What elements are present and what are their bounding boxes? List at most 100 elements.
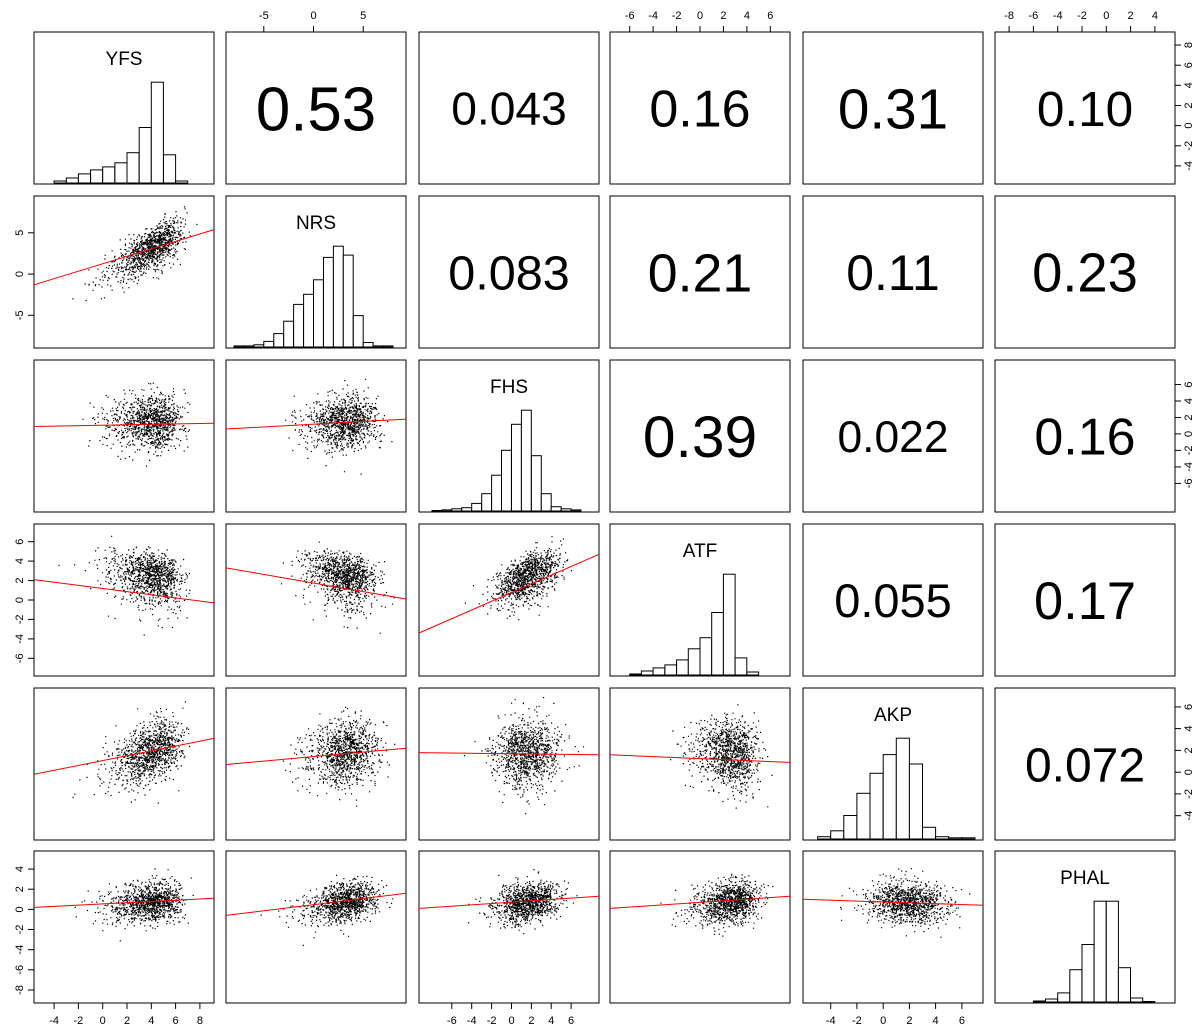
scatter-points-fhs-akp <box>463 697 585 815</box>
regression-line-fhs-phal <box>418 895 600 909</box>
correlation-label-yfs-nrs: 0.53 <box>256 75 376 144</box>
regression-line-akp-phal <box>802 898 984 906</box>
regression-line-fhs-atf <box>418 553 600 634</box>
panel-frame-phal-atf <box>609 850 791 1004</box>
panel-frame-atf-akp <box>802 523 984 677</box>
x-tick-label-fhs: 0 <box>508 1015 514 1027</box>
correlation-label-akp-phal: 0.072 <box>1025 739 1145 792</box>
panel-frame-yfs-akp <box>802 31 984 185</box>
x-tick-label-akp: -4 <box>826 1015 836 1027</box>
panel-frame-phal-phal <box>994 850 1176 1004</box>
x-tick-label-akp: 0 <box>880 1015 886 1027</box>
scatter-points-yfs-phal <box>74 868 194 942</box>
panel-frame-akp-atf <box>609 687 791 841</box>
correlation-label-atf-akp: 0.055 <box>834 574 952 627</box>
x-tick-label-fhs: 6 <box>568 1015 574 1027</box>
scatter-points-yfs-akp <box>72 701 191 804</box>
hist-bar-akp <box>935 836 950 840</box>
scatter-point <box>670 704 773 809</box>
hist-bar-fhs <box>520 409 532 512</box>
scatter-point <box>282 706 396 807</box>
regression-line-yfs-atf <box>33 579 215 604</box>
hist-bar-fhs <box>511 423 522 512</box>
y-tick-label-atf: 0 <box>14 597 26 603</box>
hist-bar-atf <box>734 657 748 676</box>
hist-bar-akp <box>961 837 976 840</box>
regression-line-yfs-phal <box>33 897 215 908</box>
y-tick-label-phal: 0 <box>14 906 26 912</box>
hist-bar-nrs <box>352 315 364 348</box>
regression-line-fhs-akp <box>418 752 600 756</box>
scatter-point <box>58 535 191 636</box>
panel-frame-fhs-atf <box>609 359 791 513</box>
y-tick-label-akp: -4 <box>1183 811 1195 821</box>
hist-bar-phal <box>1093 900 1107 1003</box>
hist-bar-phal <box>1105 900 1119 1003</box>
hist-bar-nrs <box>283 320 295 348</box>
hist-bar-akp <box>948 837 963 840</box>
hist-bar-fhs <box>570 509 582 512</box>
x-tick-label-fhs: -4 <box>467 1015 477 1027</box>
panel-frame-fhs-akp <box>802 359 984 513</box>
hist-bar-fhs <box>461 507 473 512</box>
hist-bar-yfs <box>90 169 104 184</box>
hist-bar-yfs <box>114 162 128 184</box>
hist-bar-nrs <box>263 340 275 348</box>
hist-bar-fhs <box>471 502 483 512</box>
hist-bar-yfs <box>138 127 152 184</box>
scatter-point <box>82 382 191 467</box>
hist-bar-phal <box>1081 944 1095 1003</box>
panel-frame-akp-phal <box>994 687 1176 841</box>
y-tick-label-atf: -2 <box>14 615 26 625</box>
regression-line-atf-phal <box>609 895 791 909</box>
hist-bar-nrs <box>313 279 324 348</box>
x-tick-label-nrs: -5 <box>259 10 269 22</box>
hist-bar-atf <box>652 667 666 676</box>
hist-bar-yfs <box>175 180 189 184</box>
y-tick-label-fhs: 0 <box>1183 431 1195 437</box>
scatter-point <box>464 535 573 621</box>
hist-bar-atf <box>664 664 678 676</box>
hist-bar-fhs <box>481 493 493 512</box>
hist-bar-nrs <box>382 345 394 348</box>
panel-frame-nrs-nrs <box>225 195 407 349</box>
x-tick-label-akp: 4 <box>933 1015 939 1027</box>
scatter-points-nrs-phal <box>260 874 394 946</box>
y-tick-label-phal: -6 <box>14 965 26 975</box>
hist-bar-akp <box>869 772 884 840</box>
panel-frame-yfs-yfs <box>33 31 215 185</box>
correlation-label-nrs-fhs: 0.083 <box>448 247 570 301</box>
hist-bar-phal <box>1057 992 1071 1003</box>
scatter-points-atf-phal <box>660 873 774 937</box>
correlation-label-yfs-atf: 0.16 <box>649 81 750 139</box>
y-tick-label-akp: 2 <box>1183 747 1195 753</box>
x-tick-label-fhs: -2 <box>487 1015 497 1027</box>
panel-frame-phal-yfs <box>33 850 215 1004</box>
hist-bar-atf <box>629 673 642 676</box>
variable-label-nrs: NRS <box>296 213 336 234</box>
hist-bar-atf <box>699 637 713 676</box>
hist-bar-akp <box>922 826 937 840</box>
x-tick-label-atf: 6 <box>767 10 773 22</box>
panel-frame-phal-nrs <box>225 850 407 1004</box>
hist-bar-yfs <box>77 173 92 184</box>
hist-bar-nrs <box>342 254 354 348</box>
hist-bar-atf <box>722 573 736 676</box>
hist-bar-akp <box>895 737 910 840</box>
hist-bar-phal <box>1117 967 1132 1003</box>
x-tick-label-phal: 4 <box>1152 10 1158 22</box>
y-tick-label-fhs: -2 <box>1183 446 1195 456</box>
x-tick-label-yfs: 6 <box>173 1015 179 1027</box>
regression-line-yfs-akp <box>33 737 215 775</box>
x-tick-label-phal: -6 <box>1029 10 1039 22</box>
hist-bar-fhs <box>560 508 572 512</box>
x-tick-label-yfs: -2 <box>74 1015 84 1027</box>
panel-frame-fhs-phal <box>994 359 1176 513</box>
panel-frame-akp-akp <box>802 687 984 841</box>
panel-frame-nrs-atf <box>609 195 791 349</box>
hist-bar-nrs <box>332 245 344 348</box>
y-tick-label-yfs: 0 <box>1183 123 1195 129</box>
x-tick-label-yfs: 2 <box>124 1015 130 1027</box>
x-tick-label-fhs: 2 <box>528 1015 534 1027</box>
